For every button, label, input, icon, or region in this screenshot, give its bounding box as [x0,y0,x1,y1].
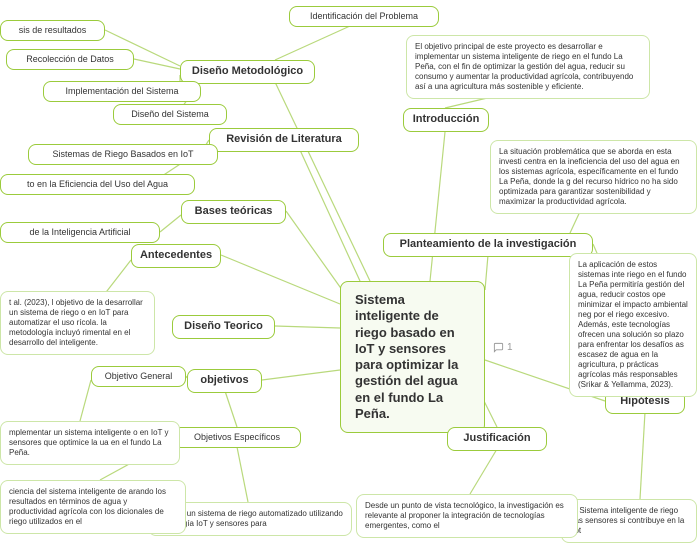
node-objesp[interactable]: Objetivos Específicos [173,427,301,448]
node-dteor[interactable]: Diseño Teorico [172,315,275,339]
node-sisres[interactable]: sis de resultados [0,20,105,41]
node-dmet[interactable]: Diseño Metodológico [180,60,315,84]
node-p_sit: La situación problemática que se aborda … [490,140,697,214]
node-p_objgen: mplementar un sistema inteligente o en I… [0,421,180,465]
node-ante[interactable]: Antecedentes [131,244,221,268]
node-recdat[interactable]: Recolección de Datos [6,49,134,70]
node-p_ante: t al. (2023), l objetivo de la desarroll… [0,291,155,355]
comment-count: 1 [507,342,513,353]
node-srbiot[interactable]: Sistemas de Riego Basados en IoT [28,144,218,165]
node-bases[interactable]: Bases teóricas [181,200,286,224]
node-impsis[interactable]: Implementación del Sistema [43,81,201,102]
node-p_app: La aplicación de estos sistemas inte rie… [569,253,697,397]
node-objgen[interactable]: Objetivo General [91,366,186,387]
node-p_hip: El Sistema inteligente de riego bas sens… [561,499,697,543]
node-p_efic2: ciencia del sistema inteligente de arand… [0,480,186,534]
node-efic[interactable]: to en la Eficiencia del Uso del Agua [0,174,195,195]
node-identprob[interactable]: Identificación del Problema [289,6,439,27]
node-p_objtxt: El objetivo principal de este proyecto e… [406,35,650,99]
node-rev[interactable]: Revisión de Literatura [209,128,359,152]
node-p_just: Desde un punto de vista tecnológico, la … [356,494,578,538]
node-intro[interactable]: Introducción [403,108,489,132]
node-just[interactable]: Justificación [447,427,547,451]
node-ia[interactable]: de la Inteligencia Artificial [0,222,160,243]
node-obj[interactable]: objetivos [187,369,262,393]
node-plant[interactable]: Planteamiento de la investigación [383,233,593,257]
comment-indicator[interactable]: 1 [493,342,513,353]
central-topic[interactable]: Sistema inteligente de riego basado en I… [340,281,485,433]
node-dissis[interactable]: Diseño del Sistema [113,104,227,125]
